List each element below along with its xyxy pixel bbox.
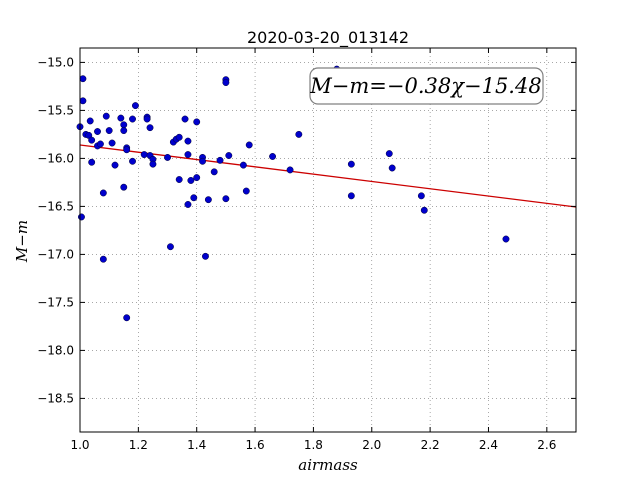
data-point — [166, 243, 174, 251]
data-point — [123, 146, 131, 154]
data-point — [245, 141, 253, 149]
x-tick-label: 1.0 — [70, 438, 89, 452]
data-point — [143, 115, 151, 123]
x-tick-label: 1.8 — [304, 438, 323, 452]
chart-title: 2020-03-20_013142 — [247, 28, 409, 48]
data-point — [417, 192, 425, 200]
y-axis-label: M−m — [13, 220, 31, 263]
data-point — [222, 195, 230, 203]
data-point — [120, 127, 128, 135]
data-point — [164, 153, 171, 161]
data-point — [102, 112, 110, 120]
y-tick-label: −15.0 — [37, 55, 74, 69]
fit-annotation: M−m=−0.38χ−15.48 — [309, 67, 544, 105]
data-point — [111, 161, 119, 169]
data-point — [269, 153, 277, 160]
data-point — [184, 201, 192, 208]
data-point — [216, 156, 224, 164]
data-point — [388, 164, 396, 172]
data-point — [295, 130, 303, 138]
data-point — [175, 133, 183, 141]
data-point — [175, 176, 183, 183]
data-point — [79, 97, 87, 105]
data-point — [199, 157, 206, 165]
x-axis-label: airmass — [298, 456, 358, 474]
y-tick-label: −18.5 — [37, 391, 74, 405]
data-point — [117, 114, 125, 122]
data-point — [190, 194, 198, 202]
data-points — [76, 65, 510, 322]
data-point — [210, 168, 218, 176]
data-point — [99, 189, 107, 197]
fit-layer — [79, 144, 577, 208]
x-tick-label: 2.4 — [479, 438, 498, 452]
data-point — [78, 213, 85, 221]
data-point — [202, 252, 209, 260]
data-point — [347, 160, 355, 168]
x-tick-label: 2.0 — [362, 438, 381, 452]
data-point — [184, 151, 192, 159]
y-tick-label: −16.0 — [37, 151, 74, 165]
data-point — [242, 187, 250, 195]
data-point — [146, 124, 154, 132]
y-tick-label: −16.5 — [37, 199, 74, 213]
data-point — [99, 255, 107, 263]
axis-ticks: 1.0 1.2 1.4 1.6 1.8 2.0 2.2 2.4 2.6 −15.0 −15.5 −16… — [37, 48, 576, 452]
data-point — [129, 115, 136, 123]
data-point — [286, 166, 294, 174]
data-point — [96, 140, 104, 148]
y-tick-label: −17.5 — [37, 295, 74, 309]
x-tick-label: 1.2 — [129, 438, 148, 452]
data-point — [79, 75, 87, 83]
y-tick-label: −18.0 — [37, 343, 74, 357]
data-point — [108, 139, 116, 147]
data-point — [193, 118, 201, 126]
data-point — [502, 235, 510, 243]
data-point — [204, 196, 212, 204]
data-point — [225, 152, 233, 159]
data-point — [193, 174, 201, 182]
data-point — [105, 127, 113, 135]
data-point — [347, 192, 355, 200]
fit-line — [79, 144, 577, 208]
data-point — [184, 137, 192, 145]
data-point — [149, 160, 157, 168]
data-point — [86, 117, 94, 125]
data-point — [120, 121, 128, 129]
data-point — [187, 177, 195, 184]
data-point — [420, 206, 428, 214]
data-point — [140, 151, 148, 159]
y-tick-label: −17.0 — [37, 247, 74, 261]
data-point — [123, 314, 131, 322]
x-tick-label: 2.2 — [421, 438, 440, 452]
fit-equation: M−m=−0.38χ−15.48 — [309, 74, 541, 98]
grid — [79, 48, 576, 432]
plot-frame — [79, 47, 577, 433]
data-point — [94, 128, 101, 135]
data-point — [120, 183, 128, 191]
data-point — [181, 115, 189, 123]
x-tick-label: 1.6 — [246, 438, 265, 452]
data-point — [239, 161, 247, 169]
y-tick-label: −15.5 — [37, 103, 74, 117]
x-tick-label: 2.6 — [537, 438, 556, 452]
data-point — [88, 136, 96, 144]
data-point — [88, 158, 96, 166]
x-tick-label: 1.4 — [187, 438, 206, 452]
data-point — [222, 79, 230, 87]
data-point — [131, 102, 139, 110]
annotation-box-frame — [309, 67, 544, 105]
data-point — [385, 150, 393, 158]
data-point — [129, 157, 136, 165]
